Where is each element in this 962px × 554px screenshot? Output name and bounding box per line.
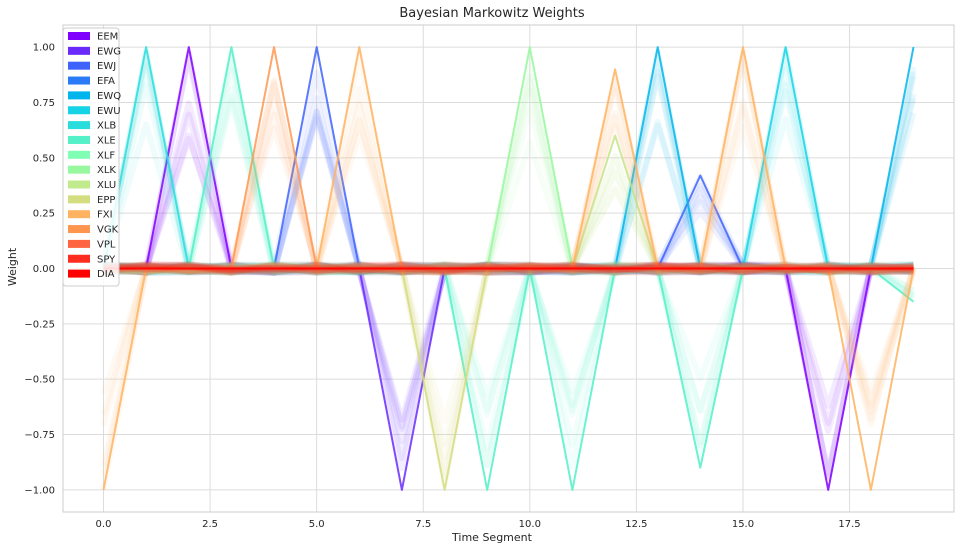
legend-swatch bbox=[68, 32, 90, 40]
series-sample-line bbox=[103, 261, 914, 489]
series-xlk bbox=[103, 46, 914, 276]
series-sample-line bbox=[103, 106, 914, 276]
y-tick-label: 0.00 bbox=[33, 264, 55, 275]
series-sample-line bbox=[103, 97, 916, 418]
series-sample-line bbox=[103, 262, 914, 444]
legend-swatch bbox=[68, 135, 90, 144]
y-tick-label: 1.00 bbox=[33, 43, 55, 54]
y-axis-label: Weight bbox=[6, 247, 19, 286]
chart-title: Bayesian Markowitz Weights bbox=[399, 6, 584, 21]
legend-label: EWU bbox=[97, 106, 121, 117]
series-sample-line bbox=[103, 108, 914, 275]
legend-swatch bbox=[68, 76, 90, 85]
x-tick-label: 5.0 bbox=[309, 519, 325, 530]
legend-label: VPL bbox=[97, 239, 116, 250]
legend-swatch bbox=[68, 239, 90, 248]
legend-label: XLK bbox=[97, 165, 116, 176]
series-sample-line bbox=[103, 262, 914, 460]
series-sample-line bbox=[103, 116, 914, 276]
y-tick-label: −0.75 bbox=[24, 430, 55, 441]
series-sample-line bbox=[103, 261, 914, 276]
x-tick-label: 10.0 bbox=[519, 519, 541, 530]
legend-swatch bbox=[68, 269, 90, 278]
x-tick-label: 12.5 bbox=[625, 519, 647, 530]
series-sample-line bbox=[103, 88, 914, 276]
legend-label: FXI bbox=[97, 210, 113, 221]
y-tick-label: −0.25 bbox=[24, 319, 55, 330]
legend-swatch bbox=[68, 195, 90, 204]
legend-label: DIA bbox=[97, 269, 115, 280]
series-dia bbox=[102, 261, 914, 276]
legend-label: XLE bbox=[97, 135, 116, 146]
legend-label: SPY bbox=[97, 254, 116, 265]
legend-label: XLU bbox=[97, 180, 116, 191]
legend-swatch bbox=[68, 91, 90, 100]
legend-label: EWG bbox=[97, 46, 121, 57]
series-sample-line bbox=[100, 55, 914, 276]
series-lines bbox=[100, 46, 917, 491]
series-sample-line bbox=[103, 98, 914, 276]
legend-label: EFA bbox=[97, 76, 115, 87]
legend-label: EEM bbox=[97, 32, 118, 43]
legend-swatch bbox=[68, 106, 90, 115]
legend-label: XLB bbox=[97, 121, 116, 132]
x-axis-ticks: 0.0 2.5 5.0 7.5 10.0 12.5 15.0 17.5 bbox=[96, 519, 861, 530]
legend-swatch bbox=[68, 254, 90, 263]
legend-label: VGK bbox=[97, 225, 119, 236]
x-tick-label: 0.0 bbox=[96, 519, 112, 530]
series-xle bbox=[102, 46, 916, 491]
series-sample-line bbox=[103, 261, 914, 276]
legend-label: EWJ bbox=[97, 61, 116, 72]
series-sample-line bbox=[103, 261, 914, 276]
y-tick-label: 0.25 bbox=[33, 209, 55, 220]
x-tick-label: 17.5 bbox=[838, 519, 860, 530]
series-sample-line bbox=[103, 261, 914, 275]
x-axis-label: Time Segment bbox=[451, 531, 533, 544]
legend-swatch bbox=[68, 46, 90, 55]
series-sample-line bbox=[103, 261, 914, 276]
legend-swatch bbox=[68, 165, 90, 174]
y-tick-label: −1.00 bbox=[24, 485, 55, 496]
x-tick-label: 7.5 bbox=[415, 519, 431, 530]
legend-swatch bbox=[68, 225, 90, 234]
legend-swatch bbox=[68, 150, 90, 159]
legend-swatch bbox=[68, 121, 90, 130]
legend-swatch bbox=[68, 180, 90, 189]
series-sample-line bbox=[103, 112, 914, 276]
y-axis-ticks: 1.00 0.75 0.50 0.25 0.00 −0.25 −0.50 −0.75 −1.00 bbox=[24, 43, 55, 497]
y-tick-label: 0.75 bbox=[33, 98, 55, 109]
series-sample-line bbox=[103, 153, 914, 276]
x-tick-label: 2.5 bbox=[202, 519, 218, 530]
x-tick-label: 15.0 bbox=[732, 519, 754, 530]
series-sample-line bbox=[103, 95, 914, 276]
series-sample-line bbox=[103, 261, 914, 425]
series-sample-line bbox=[103, 261, 914, 276]
legend-label: EPP bbox=[97, 195, 115, 206]
series-sample-line bbox=[103, 81, 914, 276]
series-sample-line bbox=[103, 77, 914, 276]
legend-swatch bbox=[68, 61, 90, 70]
series-sample-line bbox=[103, 56, 914, 276]
series-sample-line bbox=[103, 152, 914, 275]
series-sample-line bbox=[103, 261, 914, 448]
y-tick-label: 0.50 bbox=[33, 153, 55, 164]
y-tick-label: −0.50 bbox=[24, 375, 55, 386]
series-sample-line bbox=[100, 48, 914, 276]
legend-swatch bbox=[68, 210, 90, 219]
legend-label: XLF bbox=[97, 150, 115, 161]
series-sample-line bbox=[102, 54, 916, 469]
legend-label: EWQ bbox=[97, 91, 121, 102]
series-sample-line bbox=[100, 86, 917, 477]
series-sample-line bbox=[103, 140, 914, 276]
legend: EEM EWG EWJ EFA EWQ EWU XLB XLE XLF XLK XLU EPP FXI V… bbox=[62, 27, 121, 287]
series-sample-line bbox=[103, 125, 914, 275]
